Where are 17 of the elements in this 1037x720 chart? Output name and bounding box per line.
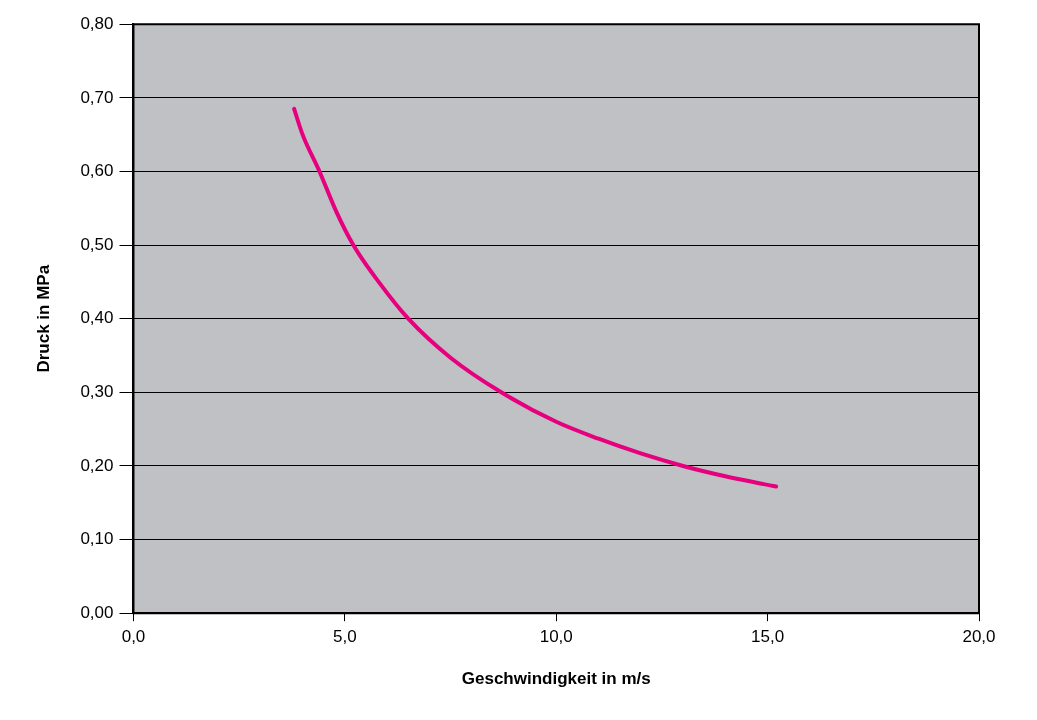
y-tick-label: 0,80 bbox=[80, 13, 114, 33]
y-tick-label: 0,40 bbox=[80, 308, 114, 328]
x-tick-label: 0,0 bbox=[121, 627, 146, 647]
y-tick-label: 0,50 bbox=[80, 234, 114, 254]
x-tick-label: 15,0 bbox=[751, 627, 785, 647]
y-tick-label: 0,20 bbox=[80, 455, 114, 475]
line-series bbox=[292, 106, 779, 489]
x-tick-label: 5,0 bbox=[333, 627, 357, 647]
y-axis-title: Druck in MPa bbox=[33, 264, 53, 373]
y-tick-label: 0,30 bbox=[80, 382, 114, 402]
y-tick-label: 0,60 bbox=[80, 161, 114, 181]
x-tick-label: 20,0 bbox=[962, 627, 996, 647]
x-tick-label: 10,0 bbox=[539, 627, 573, 647]
y-tick-label: 0,10 bbox=[80, 529, 114, 549]
y-tick-label: 0,00 bbox=[80, 602, 114, 622]
x-axis-title: Geschwindigkeit in m/s bbox=[461, 669, 651, 689]
y-tick-label: 0,70 bbox=[80, 87, 114, 107]
